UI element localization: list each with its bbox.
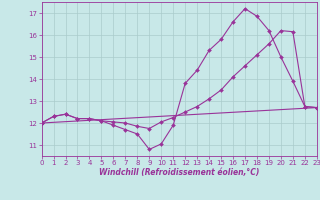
X-axis label: Windchill (Refroidissement éolien,°C): Windchill (Refroidissement éolien,°C) <box>99 168 260 177</box>
